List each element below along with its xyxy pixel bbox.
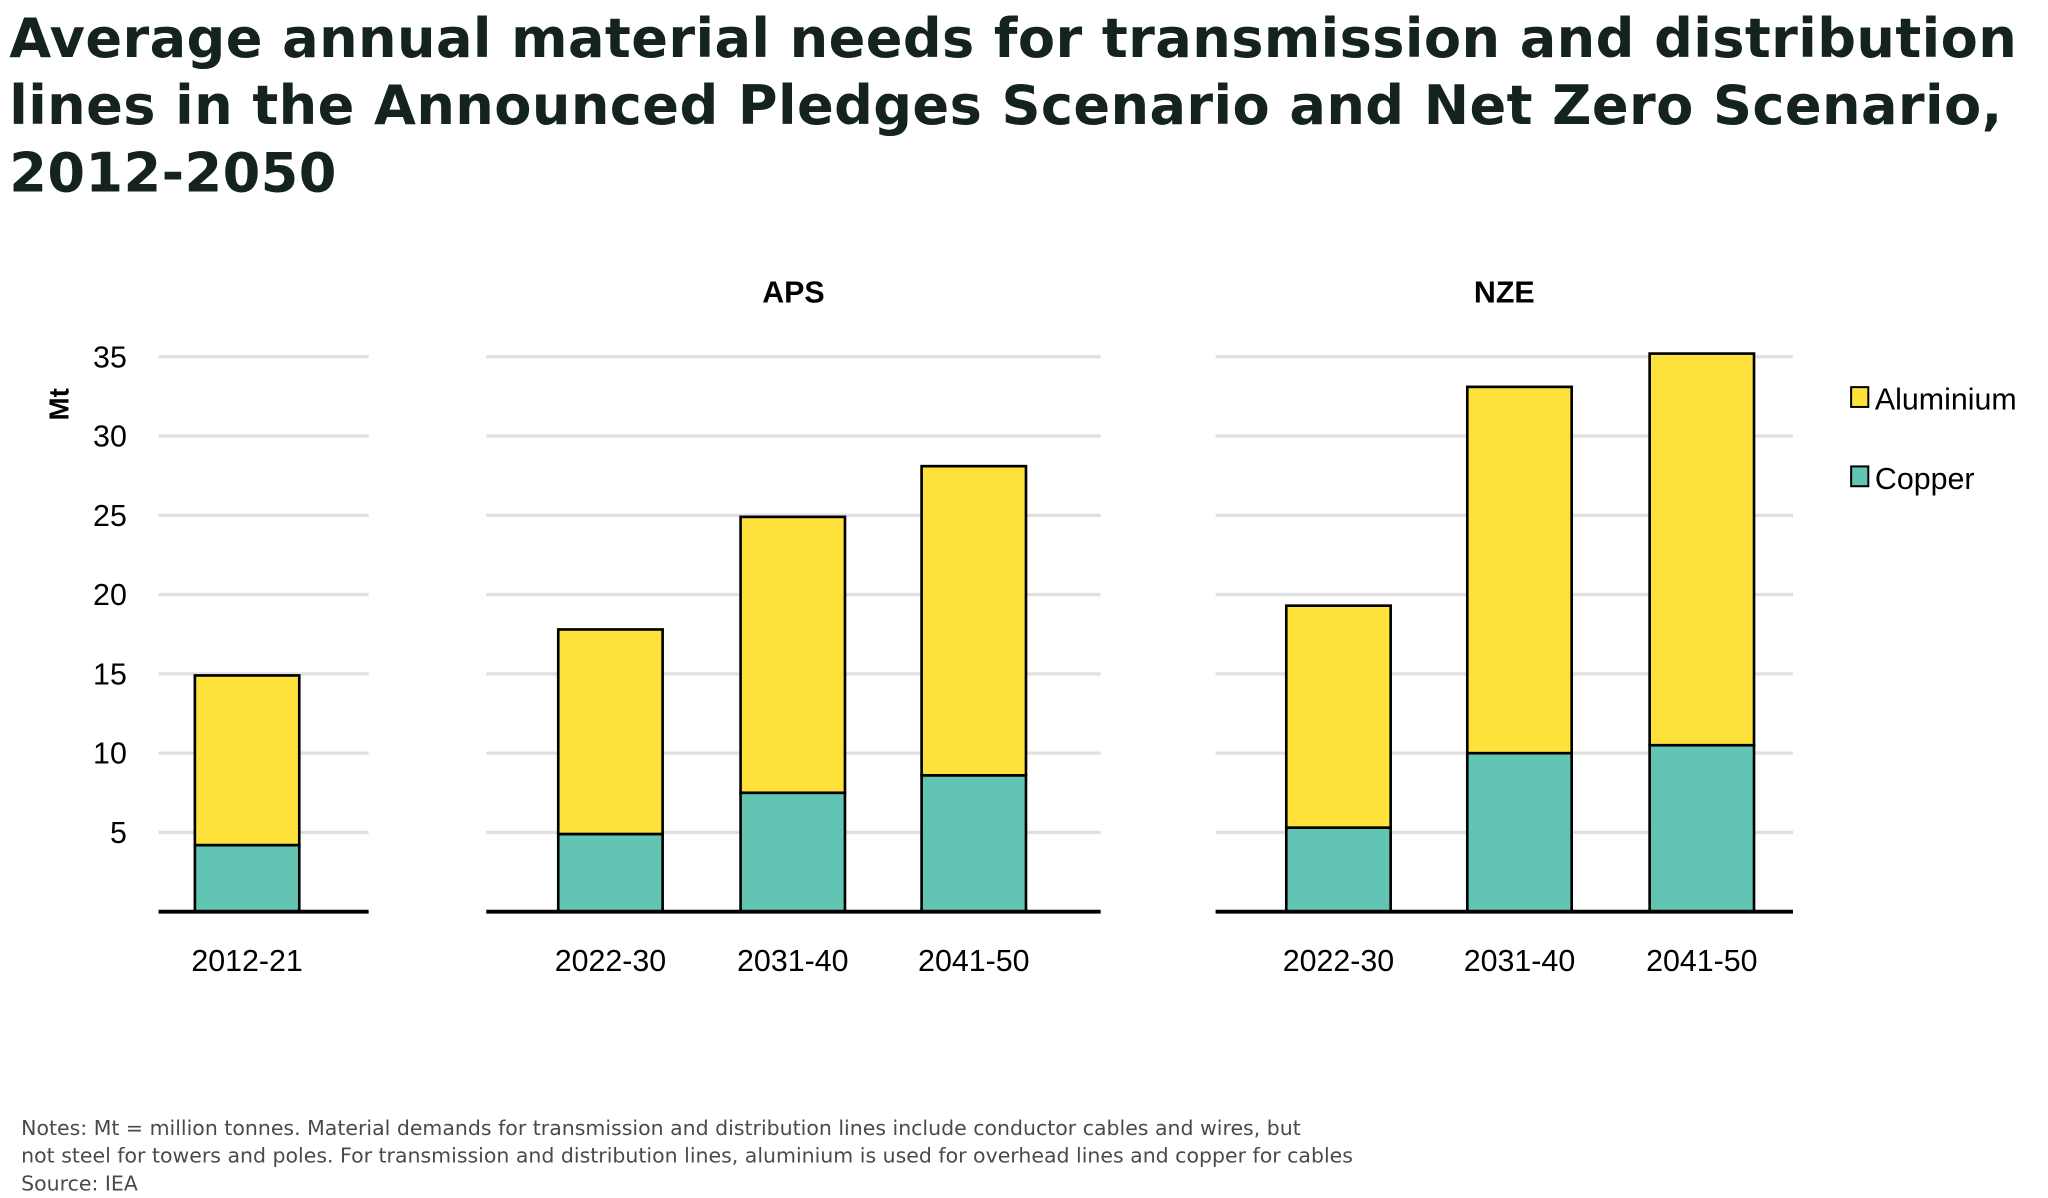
legend-label: Copper [1875,462,1975,496]
bar-segment-aluminium [920,464,1028,777]
bar-segment-copper [1648,743,1756,914]
x-tick-label: 2031-40 [1464,944,1575,978]
x-tick-label: 2022-30 [1283,944,1394,978]
legend-swatch-aluminium [1850,386,1870,408]
x-tick-label: 2041-50 [918,944,1029,978]
notes-line: not steel for towers and poles. For tran… [21,1144,1353,1169]
source-line: Source: IEA [21,1171,138,1196]
chart-notes: Notes: Mt = million tonnes. Material dem… [21,1115,1353,1198]
bar-segment-aluminium [193,674,301,847]
y-tick-label: 35 [93,340,127,374]
y-tick-label: 15 [93,657,127,691]
chart-title: Average annual material needs for transm… [9,6,2018,205]
y-tick-label: 25 [93,499,127,533]
y-tick-label: 20 [93,578,127,612]
x-tick-label: 2031-40 [737,944,848,978]
notes-line: Notes: Mt = million tonnes. Material dem… [21,1116,1301,1141]
bar-segment-copper [739,791,847,914]
x-tick-label: 2041-50 [1646,944,1757,978]
bar-segment-aluminium [739,515,847,795]
y-axis-label: Mt [44,388,75,420]
legend-label: Aluminium [1875,383,2017,417]
x-tick-label: 2012-21 [191,944,302,978]
y-tick-label: 10 [93,737,127,771]
bar-segment-aluminium [1648,352,1756,747]
bar-segment-copper [1465,751,1573,914]
bar-segment-aluminium [1465,385,1573,755]
x-tick-label: 2022-30 [555,944,666,978]
legend-swatch-copper [1850,465,1870,488]
bar-segment-aluminium [556,628,664,836]
y-tick-label: 30 [93,420,127,454]
bar-segment-copper [1284,826,1392,914]
panel-title: NZE [1474,276,1535,310]
bar-segment-copper [920,774,1028,914]
bar-segment-aluminium [1284,604,1392,829]
bar-segment-copper [556,832,664,914]
y-tick-label: 5 [110,816,127,850]
bar-segment-copper [193,843,301,914]
panel-title: APS [762,276,824,310]
